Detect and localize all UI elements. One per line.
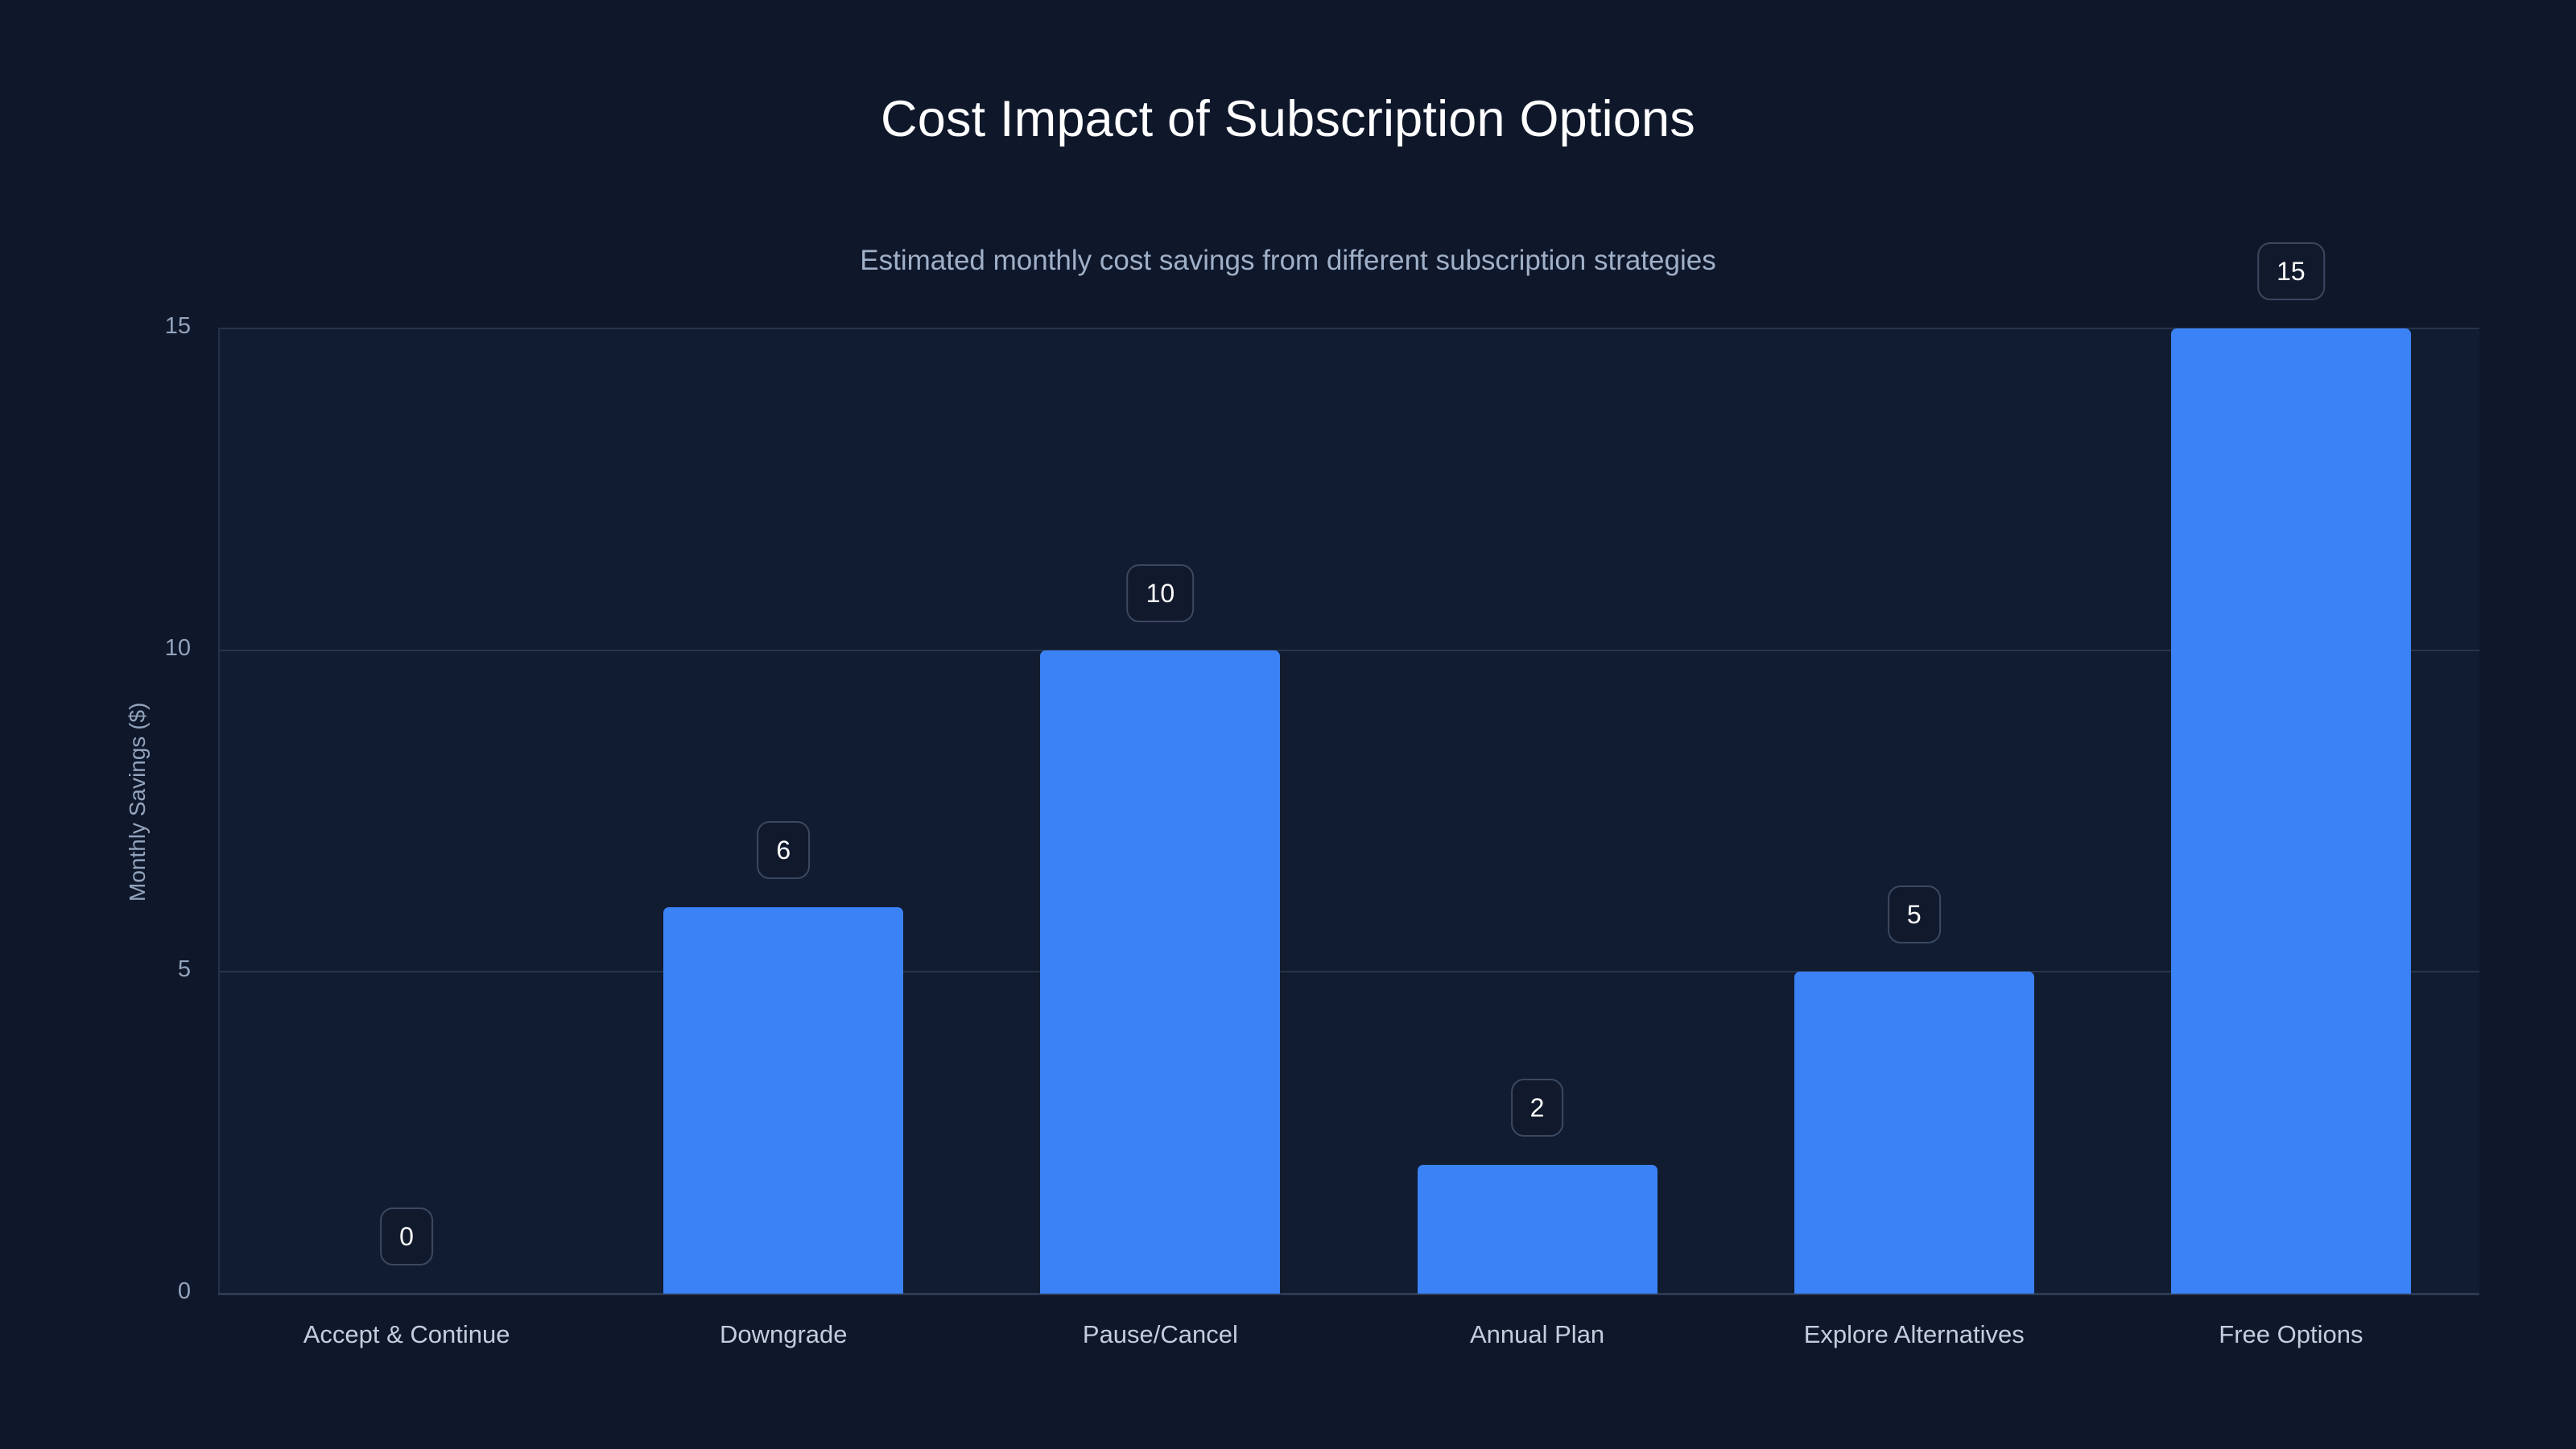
bar-value-label: 2 bbox=[1510, 1079, 1564, 1137]
bar-value-label: 15 bbox=[2257, 242, 2325, 300]
y-tick-label: 15 bbox=[164, 313, 191, 339]
bar[interactable] bbox=[1794, 972, 2034, 1294]
chart-title: Cost Impact of Subscription Options bbox=[881, 91, 1695, 147]
bar-value-label: 5 bbox=[1887, 886, 1941, 944]
gridline bbox=[218, 649, 2479, 651]
x-tick-label: Explore Alternatives bbox=[1803, 1320, 2025, 1348]
x-tick-label: Free Options bbox=[2219, 1320, 2363, 1348]
y-tick-label: 0 bbox=[177, 1278, 191, 1304]
y-tick-label: 5 bbox=[177, 956, 191, 983]
y-axis-title: Monthly Savings ($) bbox=[125, 702, 150, 902]
bar[interactable] bbox=[1417, 1165, 1657, 1294]
chart-subtitle: Estimated monthly cost savings from diff… bbox=[860, 245, 1716, 276]
gridline bbox=[218, 328, 2479, 329]
bar-value-label: 10 bbox=[1126, 564, 1195, 622]
y-axis-line bbox=[218, 328, 220, 1295]
bar[interactable] bbox=[1040, 650, 1281, 1294]
x-tick-label: Pause/Cancel bbox=[1082, 1320, 1238, 1348]
y-tick-label: 10 bbox=[164, 634, 191, 661]
x-tick-label: Accept & Continue bbox=[303, 1320, 510, 1348]
x-tick-label: Annual Plan bbox=[1469, 1320, 1605, 1348]
gridline bbox=[218, 971, 2479, 973]
x-axis-line bbox=[218, 1293, 2479, 1295]
plot-area bbox=[218, 328, 2479, 1294]
x-tick-label: Downgrade bbox=[719, 1320, 848, 1348]
bar[interactable] bbox=[2170, 328, 2411, 1294]
bar-value-label: 0 bbox=[380, 1208, 433, 1265]
bar[interactable] bbox=[663, 907, 904, 1294]
bar-value-label: 6 bbox=[757, 821, 811, 880]
